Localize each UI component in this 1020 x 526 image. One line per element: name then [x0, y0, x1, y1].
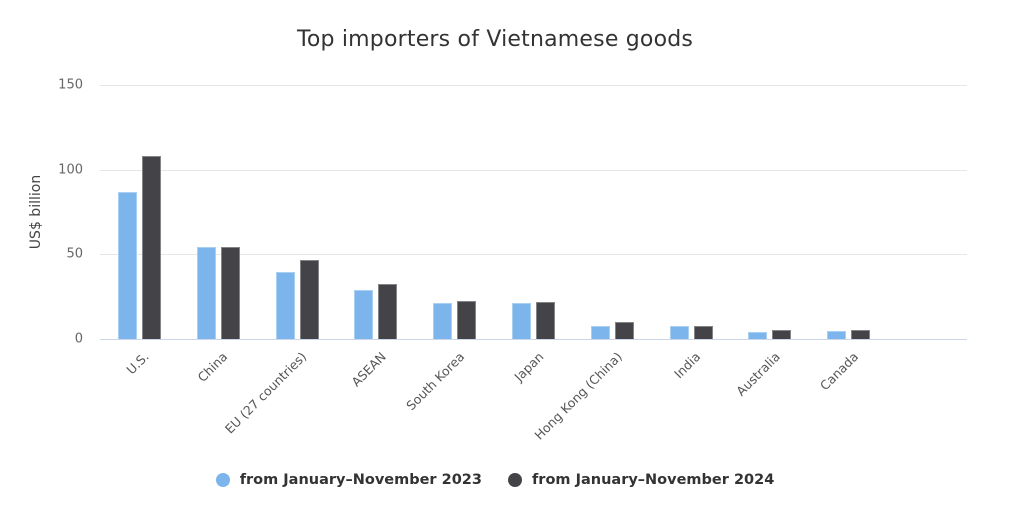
x-tick-label: Australia	[733, 349, 783, 399]
legend-dot-2023-icon	[215, 473, 230, 487]
x-tick-label: Japan	[510, 349, 546, 385]
x-tick-label: Canada	[816, 349, 861, 394]
bar[interactable]	[275, 272, 295, 339]
gridline	[100, 85, 967, 86]
x-tick-label: EU (27 countries)	[221, 349, 310, 437]
x-tick-label: ASEAN	[348, 349, 389, 390]
gridline	[100, 254, 967, 255]
legend-label-2024: from January–November 2024	[532, 472, 775, 488]
legend: from January–November 2023 from January–…	[0, 472, 990, 488]
y-tick-label: 50	[66, 246, 83, 262]
y-tick-label: 0	[74, 331, 83, 347]
bar[interactable]	[433, 303, 453, 339]
bar[interactable]	[378, 283, 398, 339]
legend-item-2024[interactable]: from January–November 2024	[508, 472, 774, 488]
legend-item-2023[interactable]: from January–November 2023	[215, 472, 482, 488]
bar[interactable]	[536, 302, 555, 339]
x-tick-label: U.S.	[123, 349, 153, 378]
y-tick-label: 100	[58, 162, 83, 178]
bar[interactable]	[457, 301, 477, 339]
gridline	[100, 339, 967, 340]
bar[interactable]	[512, 303, 531, 339]
bar[interactable]	[590, 325, 610, 339]
x-tick-label: Hong Kong (China)	[531, 349, 626, 443]
bar[interactable]	[669, 325, 689, 339]
bar[interactable]	[851, 330, 871, 339]
bar[interactable]	[141, 155, 161, 339]
chart-title: Top importers of Vietnamese goods	[296, 27, 694, 52]
bar[interactable]	[220, 247, 240, 339]
bar[interactable]	[117, 192, 137, 339]
legend-dot-2024-icon	[508, 473, 522, 487]
bar[interactable]	[827, 331, 847, 339]
bar[interactable]	[772, 330, 792, 339]
legend-label-2023: from January–November 2023	[239, 472, 482, 488]
x-tick-label: South Korea	[402, 349, 468, 414]
x-tick-label: India	[671, 349, 704, 382]
bar[interactable]	[196, 247, 216, 339]
bar[interactable]	[614, 321, 634, 339]
bar[interactable]	[354, 289, 374, 339]
y-axis-label: US$ billion	[28, 174, 44, 250]
bar[interactable]	[748, 332, 768, 339]
bar[interactable]	[693, 325, 713, 339]
gridline	[100, 170, 967, 171]
bar[interactable]	[299, 259, 319, 339]
x-tick-label: China	[194, 349, 231, 385]
y-tick-label: 150	[58, 77, 83, 93]
